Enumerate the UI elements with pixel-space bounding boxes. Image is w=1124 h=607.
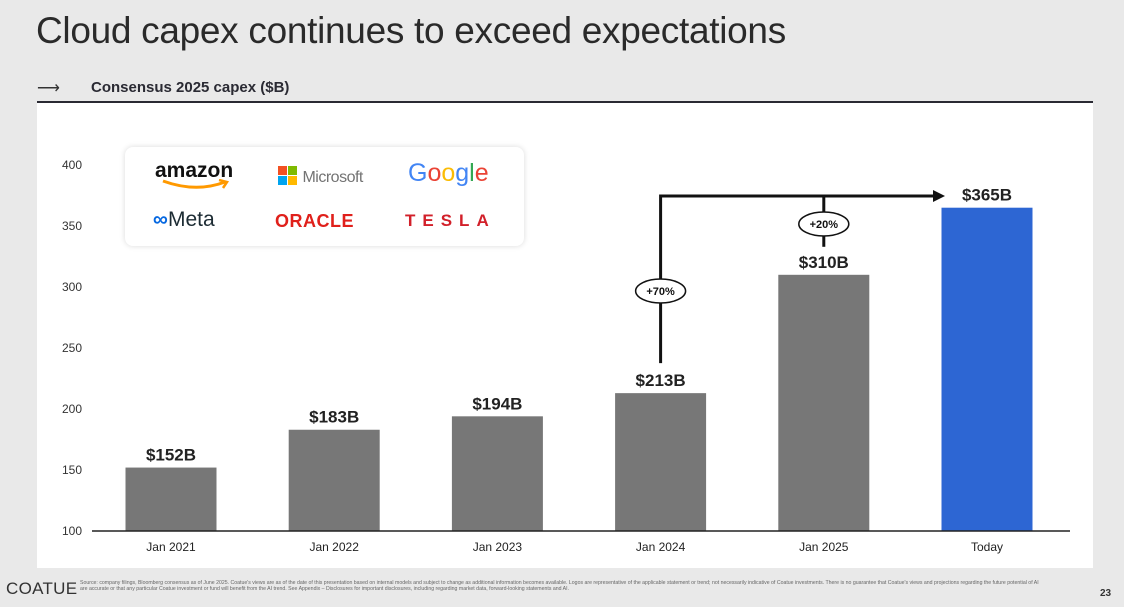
microsoft-logo: Microsoft xyxy=(278,166,363,187)
data-label: $310B xyxy=(799,253,849,272)
growth-arrow-line xyxy=(659,194,937,364)
oracle-logo: ORACLE xyxy=(275,211,354,231)
growth-badge-label: +20% xyxy=(810,219,839,231)
x-tick-label: Jan 2022 xyxy=(310,540,360,554)
growth-badge xyxy=(634,278,687,304)
growth-badge-label: +70% xyxy=(646,286,675,298)
bar-jan-2024 xyxy=(615,393,707,531)
arrowhead-icon xyxy=(933,190,945,202)
y-tick-label: 250 xyxy=(62,341,82,355)
y-tick-label: 100 xyxy=(62,524,82,538)
page-number: 23 xyxy=(1100,588,1112,599)
data-label: $194B xyxy=(472,394,522,413)
chart-subheader: ⟶ Consensus 2025 capex ($B) xyxy=(37,76,1093,103)
y-tick-label: 350 xyxy=(62,219,82,233)
data-label: $183B xyxy=(309,408,359,427)
x-tick-label: Jan 2025 xyxy=(799,540,849,554)
coatue-logo: COATUE xyxy=(6,579,78,598)
bar-jan-2021 xyxy=(125,467,217,531)
arrow-right-icon: ⟶ xyxy=(37,80,60,97)
amazon-logo: amazon xyxy=(155,159,233,189)
page-title: Cloud capex continues to exceed expectat… xyxy=(36,10,786,51)
google-logo: Google xyxy=(408,159,489,187)
bar-jan-2025 xyxy=(778,274,870,531)
y-tick-label: 200 xyxy=(62,402,82,416)
y-tick-label: 150 xyxy=(62,463,82,477)
x-tick-label: Today xyxy=(971,540,1003,554)
y-tick-label: 300 xyxy=(62,280,82,294)
amazon-smile-icon xyxy=(162,179,230,189)
data-label: $152B xyxy=(146,446,196,465)
footnote: Source: company filings, Bloomberg conse… xyxy=(80,580,1039,592)
data-label: $213B xyxy=(636,371,686,390)
logo-box: amazon Microsoft Google ∞Meta ORACLE TES… xyxy=(125,147,524,246)
chart-subtitle: Consensus 2025 capex ($B) xyxy=(91,79,290,96)
meta-infinity-icon: ∞ xyxy=(153,208,168,231)
x-tick-label: Jan 2023 xyxy=(473,540,523,554)
x-tick-label: Jan 2021 xyxy=(146,540,196,554)
bar-today xyxy=(941,207,1033,531)
meta-logo: ∞Meta xyxy=(153,208,215,231)
y-tick-label: 400 xyxy=(62,158,82,172)
bar-jan-2022 xyxy=(288,429,380,531)
tesla-logo: TESLA xyxy=(405,211,496,230)
growth-badge xyxy=(798,211,850,237)
x-tick-label: Jan 2024 xyxy=(636,540,686,554)
bar-jan-2023 xyxy=(451,416,543,531)
data-label: $365B xyxy=(962,186,1012,205)
microsoft-squares-icon xyxy=(278,166,297,185)
